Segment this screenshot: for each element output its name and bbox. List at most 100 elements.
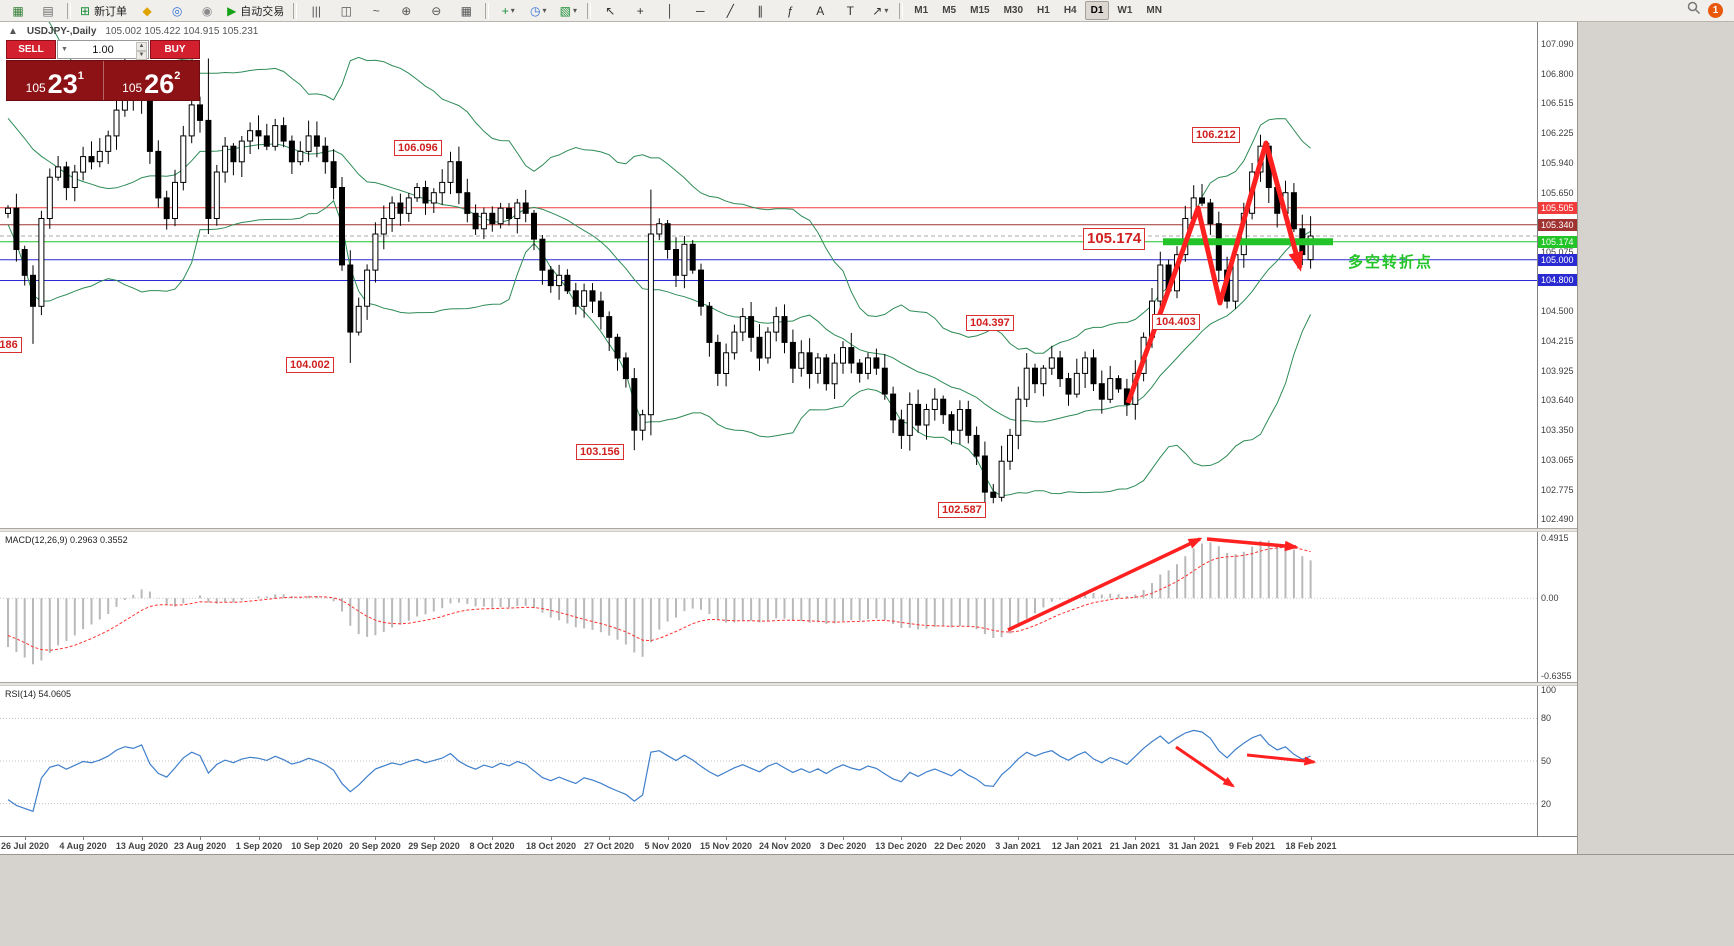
price-annotation-label[interactable]: 104.186 [0, 337, 22, 353]
candlestick-chart-button[interactable]: ◫ [332, 1, 360, 21]
timeframe-m15[interactable]: M15 [970, 5, 990, 16]
main-price-chart[interactable] [0, 22, 1537, 528]
chart-plot-area[interactable]: ▲ USDJPY-,Daily 105.002 105.422 104.915 … [0, 22, 1537, 836]
volume-dropdown-icon[interactable]: ▼ [61, 46, 68, 53]
date-label: 22 Dec 2020 [934, 841, 986, 851]
bull-bear-turning-point-note: 多空转折点 [1348, 254, 1434, 271]
price-annotation-label[interactable]: 104.397 [966, 315, 1014, 331]
price-annotation-label[interactable]: 102.587 [938, 502, 986, 518]
volume-up-icon[interactable]: ▲ [136, 42, 147, 51]
metaeditor-icon: ◆ [142, 3, 152, 18]
price-annotation-label[interactable]: 106.212 [1192, 127, 1240, 143]
trendline-button[interactable]: ╱ [716, 1, 744, 21]
date-label: 8 Oct 2020 [469, 841, 515, 851]
timeframe-m5[interactable]: M5 [942, 5, 957, 16]
history-center-icon: ◎ [171, 3, 183, 18]
panel-separator[interactable] [0, 682, 1577, 686]
one-click-trading-panel: SELL ▼ 1.00 ▲ ▼ BUY 105 23 1 105 [6, 40, 200, 101]
price-annotation-label[interactable]: 103.156 [576, 444, 624, 460]
autotrading-button[interactable]: ▶ 自动交易 [223, 1, 288, 21]
new-order-button[interactable]: ⊞ 新订单 [76, 1, 131, 21]
profiles-button[interactable]: ▤ [34, 1, 62, 21]
cursor-button[interactable]: ↖ [596, 1, 624, 21]
volume-input[interactable]: ▼ 1.00 ▲ ▼ [57, 40, 149, 60]
price-annotation-label[interactable]: 104.002 [286, 357, 334, 373]
history-center-button[interactable]: ◎ [163, 1, 191, 21]
metaeditor-button[interactable]: ◆ [133, 1, 161, 21]
buy-price-button[interactable]: 105 26 2 [102, 61, 200, 100]
text-label-button[interactable]: T [836, 1, 864, 21]
timeframe-h4[interactable]: H4 [1063, 5, 1077, 16]
window-background [1577, 22, 1734, 854]
zoom-in-button[interactable]: ⊕ [392, 1, 420, 21]
hline-price-box: 105.340 [1538, 219, 1577, 231]
timeframe-m30[interactable]: M30 [1003, 5, 1024, 16]
volume-stepper[interactable]: ▲ ▼ [136, 42, 147, 60]
date-tick [200, 837, 201, 840]
date-tick [1252, 837, 1253, 840]
autotrading-icon: ▶ [227, 3, 237, 18]
trend-arrow[interactable] [1175, 745, 1235, 788]
horizontal-line-button[interactable]: ─ [686, 1, 714, 21]
price-annotation-label[interactable]: 105.174 [1083, 228, 1146, 250]
date-tick [960, 837, 961, 840]
sell-price-button[interactable]: 105 23 1 [7, 61, 103, 100]
trend-arrow[interactable] [1125, 140, 1304, 404]
rsi-label: RSI(14) 54.0605 [5, 689, 72, 699]
new-order-label: 新订单 [94, 5, 128, 18]
bar-chart-button[interactable]: ||| [302, 1, 330, 21]
timeframe-mn[interactable]: MN [1146, 5, 1162, 16]
timeframe-h1[interactable]: H1 [1037, 5, 1050, 16]
price-scale[interactable]: 107.090 106.800 106.515 106.225 105.940 105.6… [1537, 22, 1577, 836]
vertical-line-button[interactable]: │ [656, 1, 684, 21]
date-label: 21 Jan 2021 [1109, 841, 1161, 851]
sell-price-prefix: 105 [25, 80, 46, 95]
arrows-icon: ↗ [872, 3, 883, 18]
timeframe-m1[interactable]: M1 [914, 5, 929, 16]
trend-arrow[interactable] [1007, 537, 1203, 632]
date-label: 3 Dec 2020 [819, 841, 867, 851]
crosshair-icon: + [636, 3, 644, 18]
date-label: 18 Oct 2020 [525, 841, 577, 851]
fibonacci-icon: ƒ [786, 3, 794, 18]
price-annotation-label[interactable]: 106.096 [394, 140, 442, 156]
date-label: 3 Jan 2021 [995, 841, 1041, 851]
volume-down-icon[interactable]: ▼ [136, 51, 147, 60]
timeframe-w1[interactable]: W1 [1117, 5, 1133, 16]
zoom-in-icon: ⊕ [401, 3, 412, 18]
fibonacci-button[interactable]: ƒ [776, 1, 804, 21]
notifications-badge[interactable]: 1 [1708, 3, 1723, 18]
price-tick: 102.775 [1541, 485, 1574, 495]
price-annotation-label[interactable]: 104.403 [1152, 314, 1200, 330]
community-button[interactable]: ◉ [193, 1, 221, 21]
text-button[interactable]: A [806, 1, 834, 21]
panel-separator[interactable] [0, 528, 1577, 532]
rsi-panel[interactable] [0, 686, 1537, 836]
toolbar-separator [485, 2, 490, 19]
price-tick: 103.925 [1541, 366, 1574, 376]
buy-button[interactable]: BUY [150, 40, 200, 59]
periods-button[interactable]: ◷ ▾ [524, 1, 552, 21]
zoom-out-button[interactable]: ⊖ [422, 1, 450, 21]
timeframe-d1[interactable]: D1 [1084, 1, 1110, 20]
rsi-tick: 50 [1541, 756, 1552, 766]
new-chart-button[interactable]: ▦ [4, 1, 32, 21]
search-icon[interactable] [1687, 1, 1701, 20]
trend-arrow[interactable] [1246, 753, 1317, 766]
macd-panel[interactable] [0, 532, 1537, 682]
channel-button[interactable]: ∥ [746, 1, 774, 21]
date-tick [901, 837, 902, 840]
date-tick [25, 837, 26, 840]
crosshair-button[interactable]: + [626, 1, 654, 21]
line-chart-button[interactable]: ~ [362, 1, 390, 21]
trend-arrow[interactable] [1206, 537, 1299, 552]
sell-button[interactable]: SELL [6, 40, 56, 59]
arrange-windows-button[interactable]: ▦ [452, 1, 480, 21]
indicators-button[interactable]: + ▾ [494, 1, 522, 21]
date-tick [317, 837, 318, 840]
time-axis[interactable]: 26 Jul 2020 4 Aug 2020 13 Aug 2020 23 Aug 2… [0, 836, 1577, 854]
horizontal-line-icon: ─ [696, 3, 705, 18]
arrows-button[interactable]: ↗ ▾ [866, 1, 894, 21]
collapse-panel-icon[interactable]: ▲ [8, 26, 18, 37]
templates-button[interactable]: ▧ ▾ [554, 1, 582, 21]
